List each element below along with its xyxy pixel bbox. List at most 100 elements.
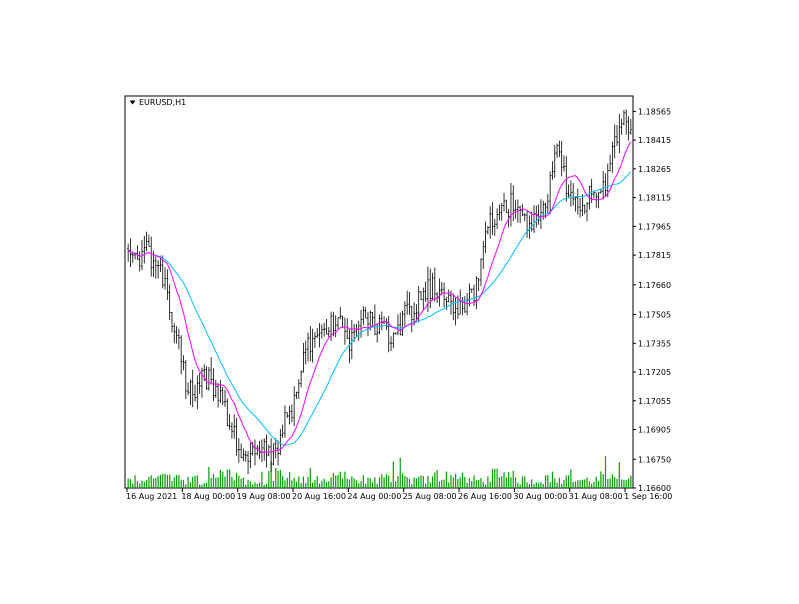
candle: [422, 287, 425, 311]
candle: [500, 203, 503, 221]
candle: [394, 332, 397, 335]
candle: [325, 319, 328, 335]
volume-bar: [175, 475, 178, 488]
candle: [396, 314, 399, 336]
candle: [164, 267, 167, 290]
time-tick-label: 31 Aug 08:00: [569, 492, 623, 501]
volume-bar: [159, 474, 162, 488]
volume-bar: [609, 478, 611, 488]
volume-bar: [212, 473, 215, 488]
volume-bar: [252, 484, 254, 488]
volume-bar: [567, 475, 570, 488]
volume-bar: [325, 482, 328, 488]
volume-bar: [314, 480, 316, 488]
volume-bar: [431, 476, 434, 488]
candle: [302, 342, 305, 373]
volume-bars: [127, 456, 632, 488]
candle: [399, 312, 402, 336]
candle: [406, 290, 409, 315]
volume-bar: [584, 479, 586, 488]
volume-bar: [411, 484, 413, 488]
volume-bar: [238, 475, 240, 488]
candle: [307, 332, 310, 362]
volume-bar: [323, 478, 325, 488]
volume-bar: [436, 470, 438, 488]
volume-bar: [369, 478, 371, 488]
volume-bar: [381, 474, 383, 488]
volume-bar: [194, 475, 196, 488]
candle: [170, 312, 173, 333]
candle: [551, 161, 554, 180]
symbol-header[interactable]: EURUSD,H1: [129, 98, 187, 107]
volume-bar: [342, 478, 344, 488]
candle: [532, 205, 535, 233]
volume-bar: [600, 471, 602, 488]
candle: [629, 118, 632, 135]
volume-bar: [265, 483, 268, 488]
volume-bar: [586, 477, 588, 488]
volume-bar: [630, 475, 632, 488]
candle: [595, 192, 598, 208]
dropdown-triangle-icon[interactable]: [129, 100, 136, 105]
candle: [620, 118, 623, 135]
candle: [496, 208, 499, 230]
price-tick-label: 1.18415: [638, 136, 671, 145]
candle: [228, 413, 231, 430]
volume-bar: [572, 481, 574, 488]
volume-bar: [505, 477, 507, 488]
candle: [380, 311, 383, 331]
volume-bar: [510, 477, 512, 488]
price-tick-label: 1.17205: [638, 368, 671, 377]
volume-bar: [254, 482, 256, 488]
price-tick-label: 1.18265: [638, 165, 671, 174]
volume-bar: [385, 474, 388, 488]
candle: [173, 323, 176, 344]
volume-bar: [445, 471, 447, 488]
volume-bar: [618, 462, 620, 488]
volume-bar: [300, 483, 302, 488]
candle: [336, 317, 339, 329]
candle: [286, 412, 289, 418]
price-tick-label: 1.16905: [638, 426, 671, 435]
candle: [166, 269, 169, 300]
candle: [475, 276, 478, 310]
volume-bar: [604, 456, 607, 488]
candle: [288, 405, 291, 425]
candle: [452, 293, 455, 321]
volume-bar: [302, 476, 305, 488]
volume-bar: [438, 481, 441, 488]
price-tick-label: 1.16600: [638, 484, 671, 493]
candle: [627, 116, 630, 141]
volume-bar: [203, 483, 205, 488]
volume-bar: [256, 483, 258, 488]
volume-bar: [330, 477, 332, 488]
candle: [484, 221, 487, 254]
candle: [187, 382, 190, 396]
price-axis: 1.18565 1.18415 1.18265 1.18115 1.17965 1.178…: [633, 107, 671, 493]
candle: [546, 193, 549, 214]
volume-bar: [182, 480, 185, 488]
volume-bar: [450, 474, 452, 488]
candle: [576, 188, 579, 215]
time-tick-label: 1 Sep 16:00: [624, 492, 672, 501]
volume-bar: [328, 481, 330, 488]
time-tick-label: 18 Aug 00:00: [181, 492, 235, 501]
volume-bar: [284, 480, 286, 488]
volume-bar: [374, 477, 376, 488]
candle: [579, 198, 582, 218]
volume-bar: [429, 482, 431, 488]
volume-bar: [134, 475, 136, 488]
volume-bar: [607, 478, 609, 488]
time-axis: 16 Aug 2021 18 Aug 00:00 19 Aug 08:00 20 Au…: [126, 488, 672, 501]
candle: [277, 440, 280, 466]
volume-bar: [139, 483, 141, 488]
volume-bar: [623, 479, 625, 488]
candle: [346, 318, 349, 339]
candle: [426, 266, 429, 313]
candle: [274, 438, 277, 459]
candle: [371, 312, 374, 328]
volume-bar: [298, 476, 300, 488]
candle: [523, 212, 526, 222]
